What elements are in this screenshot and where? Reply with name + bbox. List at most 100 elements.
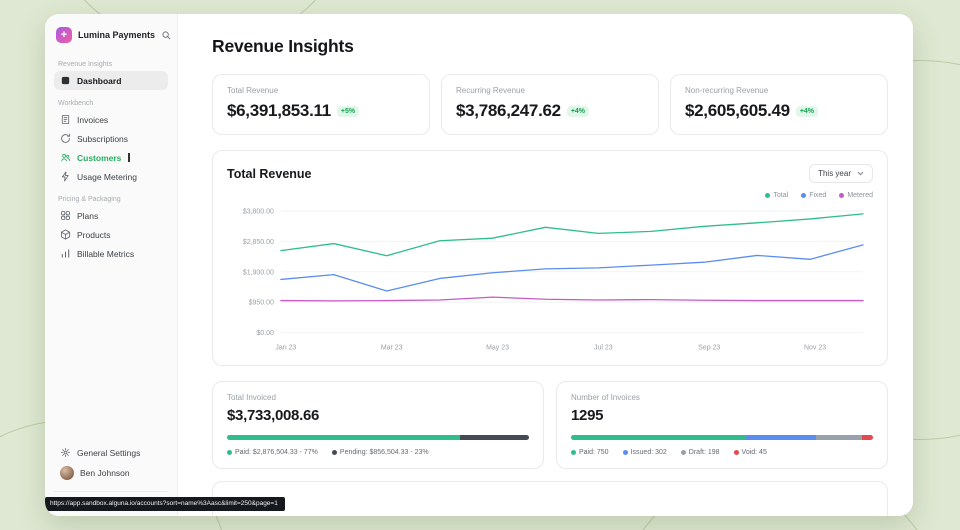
legend-item-total: Total [765,192,788,199]
stat-card-recurring-revenue: Recurring Revenue $3,786,247.62 +4% [441,74,659,135]
svg-text:Jul 23: Jul 23 [594,345,613,352]
chart-legend: Total Fixed Metered [227,192,873,199]
svg-text:$950.00: $950.00 [249,300,274,307]
svg-text:May 23: May 23 [486,345,509,352]
legend-label: Paid: 750 [579,448,609,456]
legend-item-issued: Issued: 302 [622,448,667,456]
svg-text:Sep 23: Sep 23 [698,345,720,352]
invoiced-progress-bar [227,434,529,440]
app-window: + Lumina Payments Revenue Insights Dashb… [45,14,913,516]
gear-icon [60,447,71,458]
customers-icon [61,154,71,162]
cycle-icon [61,133,71,143]
sidebar-item-label: Usage Metering [77,171,138,182]
legend-dot-paid [227,449,232,455]
sidebar-item-label: Subscriptions [77,133,129,144]
bottom-metrics-row: Total Invoiced $3,733,008.66 Paid: $2,87… [212,380,888,469]
search-icon[interactable] [161,30,171,40]
sidebar-item-billable-metrics[interactable]: Billable Metrics [54,244,168,263]
user-menu[interactable]: Ben Johnson [54,462,168,484]
invoices-legend: Paid: 750 Issued: 302 Draft: 198 Void: 4… [571,449,873,456]
legend-dot-draft [680,449,686,455]
legend-item-paid: Paid: $2,876,504.33 - 77% [227,449,318,456]
stat-label: Total Revenue [227,86,279,95]
legend-label: Metered [847,192,873,199]
stat-value: $3,786,247.62 [456,101,561,120]
invoices-progress-bar [571,434,873,440]
legend-dot-fixed [801,193,807,198]
user-name: Ben Johnson [80,468,130,478]
sidebar-item-label: Invoices [77,114,109,125]
bar-segment-void [862,434,873,440]
line-chart-svg: $0.00 $950.00 $1,900.00 $2,850.00 $3,800.00 J… [243,208,864,352]
stat-value: $2,605,605.49 [685,101,790,120]
sidebar-item-plans[interactable]: Plans [54,206,168,225]
stat-label: Non-recurring Revenue [685,86,769,95]
legend-label: Paid: $2,876,504.33 - 77% [235,448,318,456]
stat-value: $6,391,853.11 [227,101,331,120]
section-label-pricing-packaging: Pricing & Packaging [58,196,121,203]
svg-text:$3,800.00: $3,800.00 [243,208,274,215]
invoice-icon [61,114,70,125]
sidebar-item-subscriptions[interactable]: Subscriptions [54,129,168,148]
svg-text:Nov 23: Nov 23 [804,345,826,352]
delta-badge: +4% [795,105,819,117]
legend-dot-issued [622,449,628,455]
sidebar-item-dashboard[interactable]: Dashboard [54,71,168,90]
metric-label: Total Invoiced [227,392,276,402]
chart-title: Total Revenue [227,166,312,181]
legend-label: Issued: 302 [630,448,667,456]
svg-text:$2,850.00: $2,850.00 [243,239,274,246]
sidebar-item-products[interactable]: Products [54,225,168,244]
series-line-fixed [280,244,864,292]
grid-icon [61,211,70,220]
svg-text:Jan 23: Jan 23 [275,345,296,352]
bar-segment-issued [745,434,817,440]
legend-dot-void [733,449,739,455]
svg-text:Mar 23: Mar 23 [381,345,403,352]
legend-label: Total [773,192,789,199]
legend-dot-metered [839,193,845,198]
legend-label: Pending: $856,504.33 - 23% [339,448,429,456]
legend-item-pending: Pending: $856,504.33 - 23% [331,448,429,456]
bar-chart-icon [61,249,70,258]
sidebar-item-general-settings[interactable]: General Settings [54,443,168,462]
main-content: Revenue Insights Total Revenue $6,391,85… [178,14,913,516]
legend-dot-paid [571,449,576,455]
stat-card-total-revenue: Total Revenue $6,391,853.11 +5% [212,74,430,135]
partial-card [212,480,888,516]
stats-row: Total Revenue $6,391,853.11 +5% Recurrin… [212,74,888,135]
svg-text:$0.00: $0.00 [256,330,274,337]
chevron-down-icon [857,171,864,176]
sidebar: + Lumina Payments Revenue Insights Dashb… [45,14,178,516]
invoiced-legend: Paid: $2,876,504.33 - 77% Pending: $856,… [227,449,529,456]
bar-segment-pending [459,434,529,440]
sidebar-item-label: Products [77,229,111,240]
metric-value: 1295 [571,406,604,424]
stat-card-non-recurring-revenue: Non-recurring Revenue $2,605,605.49 +4% [670,74,888,135]
section-label-workbench: Workbench [58,100,94,107]
total-revenue-chart-card: Total Revenue This year Total Fixed Mete… [212,150,888,366]
sidebar-item-usage-metering[interactable]: Usage Metering [54,167,168,186]
metric-label: Number of Invoices [571,392,640,402]
brand-name: Lumina Payments [78,30,156,40]
sidebar-item-invoices[interactable]: Invoices [54,110,168,129]
legend-label: Fixed [809,192,827,199]
bar-segment-paid [571,434,746,440]
bar-segment-draft [816,434,863,440]
dashboard-icon [61,76,70,85]
total-invoiced-card: Total Invoiced $3,733,008.66 Paid: $2,87… [212,380,544,469]
number-of-invoices-card: Number of Invoices 1295 Paid: 750 Issued… [556,380,888,469]
sidebar-item-customers[interactable]: Customers [54,148,168,167]
series-line-total [280,213,864,257]
delta-badge: +4% [566,105,590,117]
legend-item-paid: Paid: 750 [571,449,609,456]
legend-item-fixed: Fixed [801,192,826,199]
statusbar-link-preview: https://app.sandbox.alguna.io/accounts?s… [45,496,285,511]
legend-item-metered: Metered [839,192,873,199]
delta-badge: +5% [336,105,360,117]
time-range-select[interactable]: This year [809,164,873,183]
box-icon [60,229,71,240]
bar-segment-paid [227,434,460,440]
sidebar-header: + Lumina Payments [54,26,171,51]
